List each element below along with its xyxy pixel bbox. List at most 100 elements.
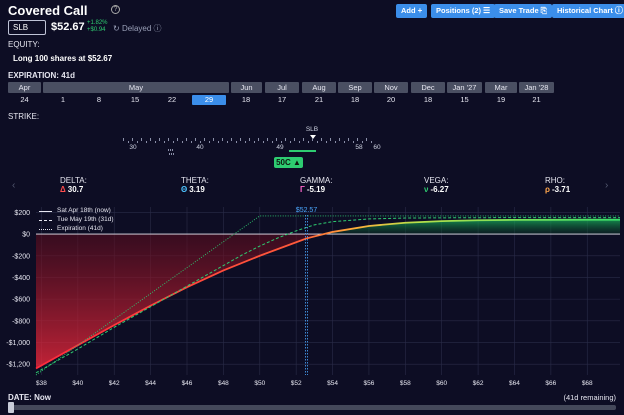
ticker-input[interactable]: SLB bbox=[8, 20, 46, 35]
month-aug[interactable]: Aug bbox=[302, 82, 336, 93]
chevron-right-icon[interactable]: › bbox=[605, 180, 609, 191]
gamma-number: -5.19 bbox=[306, 185, 326, 194]
expiration-day[interactable]: 15 bbox=[130, 95, 140, 104]
strike-tick bbox=[172, 149, 173, 151]
expiration-day-selected[interactable]: 29 bbox=[192, 95, 226, 105]
expiration-day[interactable]: 20 bbox=[386, 95, 396, 104]
expiration-day[interactable]: 21 bbox=[532, 95, 541, 104]
gamma-label: GAMMA: bbox=[300, 176, 333, 185]
strike-tick bbox=[136, 141, 138, 143]
month-apr[interactable]: Apr bbox=[8, 82, 41, 93]
pnl-fill bbox=[36, 219, 620, 369]
strike-tick bbox=[330, 138, 331, 141]
x-tick-label: $58 bbox=[400, 380, 411, 387]
strike-tick bbox=[307, 141, 309, 143]
strike-tick bbox=[222, 138, 223, 141]
strike-tick bbox=[262, 141, 264, 143]
x-tick-label: $60 bbox=[436, 380, 447, 387]
delayed-status[interactable]: ↻ Delayed ⓘ bbox=[113, 23, 162, 34]
strike-tick bbox=[289, 141, 291, 143]
expiration-day[interactable]: 18 bbox=[241, 95, 251, 104]
strike-tick bbox=[172, 141, 174, 143]
legend-31d: Tue May 19th (31d) bbox=[57, 216, 114, 223]
vega-icon: ν bbox=[424, 185, 429, 194]
remaining-label: (41d remaining) bbox=[563, 393, 616, 402]
add-button-label: Add bbox=[401, 6, 416, 15]
expiration-day[interactable]: 18 bbox=[350, 95, 360, 104]
x-tick-label: $50 bbox=[254, 380, 265, 387]
month-dec[interactable]: Dec bbox=[411, 82, 445, 93]
x-tick-label: $64 bbox=[509, 380, 520, 387]
month-may[interactable]: May bbox=[43, 82, 229, 93]
strike-tick bbox=[170, 149, 171, 151]
y-tick-label: $200 bbox=[14, 210, 30, 217]
strike-tick bbox=[249, 138, 250, 141]
expiration-day[interactable]: 17 bbox=[277, 95, 287, 104]
strike-tick-label: 30 bbox=[129, 144, 137, 151]
vega-number: -6.27 bbox=[430, 185, 449, 194]
expiration-day[interactable]: 21 bbox=[314, 95, 324, 104]
expiration-day[interactable]: 24 bbox=[20, 95, 29, 104]
chevron-left-icon[interactable]: ‹ bbox=[12, 180, 16, 191]
strike-tick bbox=[294, 138, 295, 141]
strike-tick bbox=[370, 141, 372, 143]
save-trade-button[interactable]: Save Trade ⎘ bbox=[494, 4, 553, 18]
month-jul[interactable]: Jul bbox=[265, 82, 299, 93]
historical-chart-button[interactable]: Historical Chart ⓘ bbox=[552, 4, 624, 18]
strike-tick bbox=[173, 153, 174, 155]
strike-tick bbox=[208, 141, 210, 143]
month-jan-28[interactable]: Jan '28 bbox=[519, 82, 554, 93]
x-tick-label: $54 bbox=[327, 380, 338, 387]
x-tick-label: $52 bbox=[291, 380, 302, 387]
solid-line-icon bbox=[39, 211, 52, 212]
date-label: DATE: Now bbox=[8, 393, 51, 402]
y-tick-label: -$1,000 bbox=[6, 340, 30, 347]
strike-tick bbox=[339, 138, 340, 141]
legend-expiration: Expiration (41d) bbox=[57, 225, 103, 232]
strike-tick bbox=[352, 141, 354, 143]
y-tick-label: -$400 bbox=[12, 275, 30, 282]
month-jun[interactable]: Jun bbox=[231, 82, 262, 93]
strike-tick bbox=[204, 138, 205, 141]
strike-tick bbox=[231, 138, 232, 141]
pnl-chart[interactable]: $52.57 $200 $0 -$200 -$400 -$600 -$800 -$1,000… bbox=[0, 203, 624, 391]
strike-tick bbox=[316, 141, 318, 143]
expiration-label: EXPIRATION: 41d bbox=[8, 71, 75, 80]
month-nov[interactable]: Nov bbox=[374, 82, 408, 93]
vega-label: VEGA: bbox=[424, 176, 449, 185]
expiration-day[interactable]: 22 bbox=[167, 95, 177, 104]
month-mar[interactable]: Mar bbox=[485, 82, 517, 93]
date-slider[interactable] bbox=[8, 405, 616, 410]
expiration-day[interactable]: 18 bbox=[423, 95, 433, 104]
expiration-day[interactable]: 1 bbox=[60, 95, 66, 104]
strike-tick bbox=[235, 141, 237, 143]
triangle-up-icon: ▲ bbox=[293, 158, 301, 167]
x-axis: $38 $40 $42 $44 $46 $48 $50 $52 $54 $56 $58 $60 $62 $… bbox=[36, 380, 593, 387]
equity-label: EQUITY: bbox=[8, 40, 40, 49]
list-icon: ☰ bbox=[483, 6, 491, 15]
strike-tick bbox=[123, 138, 124, 141]
expiration-day[interactable]: 19 bbox=[496, 95, 506, 104]
strike-tick bbox=[334, 141, 336, 143]
strike-tick bbox=[127, 141, 129, 143]
strike-selected-badge[interactable]: 50C ▲ bbox=[274, 157, 303, 168]
positions-button[interactable]: Positions (2) ☰ bbox=[431, 4, 496, 18]
strike-selected-label: 50C bbox=[276, 158, 291, 167]
delta-label: DELTA: bbox=[60, 176, 87, 185]
help-circle-icon: ⓘ bbox=[153, 24, 162, 33]
current-price-line: $52.57 bbox=[296, 207, 317, 375]
month-sep[interactable]: Sep bbox=[338, 82, 372, 93]
strike-tick bbox=[312, 138, 313, 141]
series-line-1 bbox=[35, 217, 620, 374]
month-jan-27[interactable]: Jan '27 bbox=[447, 82, 482, 93]
strike-tick bbox=[168, 138, 169, 141]
date-slider-handle[interactable] bbox=[8, 402, 14, 413]
x-tick-label: $56 bbox=[364, 380, 375, 387]
strike-tick bbox=[280, 141, 282, 143]
add-button[interactable]: Add + bbox=[396, 4, 428, 18]
expiration-day[interactable]: 15 bbox=[460, 95, 469, 104]
help-circle-icon[interactable]: ? bbox=[111, 5, 120, 14]
expiration-day[interactable]: 8 bbox=[96, 95, 102, 104]
change-percent: +1.82% bbox=[87, 20, 108, 26]
rho-icon: ρ bbox=[545, 185, 550, 194]
